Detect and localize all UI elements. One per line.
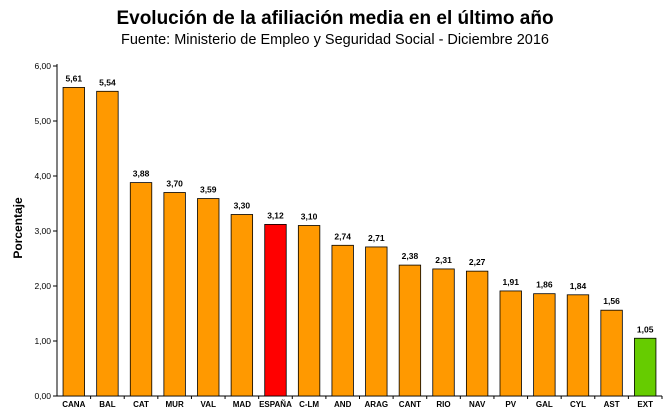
data-label: 2,38 bbox=[402, 251, 419, 261]
x-tick-label: CANT bbox=[399, 400, 421, 409]
x-tick-label: MAD bbox=[233, 400, 251, 409]
data-label: 2,31 bbox=[435, 255, 452, 265]
y-tick-label: 1,00 bbox=[34, 336, 51, 346]
data-label: 1,91 bbox=[502, 277, 519, 287]
bar-arag bbox=[365, 246, 388, 397]
bar-mur bbox=[163, 192, 186, 397]
bar-and bbox=[331, 244, 354, 397]
bar-ast bbox=[600, 309, 623, 397]
x-tick-label: AND bbox=[334, 400, 352, 409]
data-label: 3,12 bbox=[267, 210, 284, 220]
chart-title: Evolución de la afiliación media en el ú… bbox=[116, 8, 554, 29]
bar-val bbox=[197, 198, 220, 397]
chart-bars bbox=[62, 87, 657, 397]
data-label: 2,71 bbox=[368, 233, 385, 243]
x-tick-label: AST bbox=[604, 400, 620, 409]
chart-labels: 5,61 CANA 5,54 BAL 3,88 CAT 3,70 MUR 3,59 VAL 3,30… bbox=[62, 73, 653, 409]
data-label: 5,54 bbox=[99, 77, 116, 87]
x-tick-label: C-LM bbox=[299, 400, 319, 409]
bar-rio bbox=[432, 268, 455, 397]
x-tick-label: BAL bbox=[99, 400, 116, 409]
x-tick-label: GAL bbox=[536, 400, 553, 409]
data-label: 3,70 bbox=[166, 179, 183, 189]
y-tick-label: 0,00 bbox=[34, 391, 51, 401]
bar-cat bbox=[129, 182, 153, 397]
x-tick-label: CYL bbox=[570, 400, 586, 409]
bar-españa bbox=[264, 223, 287, 397]
bar-ext bbox=[634, 337, 657, 397]
y-tick-label: 6,00 bbox=[34, 61, 51, 71]
x-tick-label: CANA bbox=[62, 400, 85, 409]
data-label: 1,56 bbox=[603, 296, 620, 306]
x-tick-label: ESPAÑA bbox=[259, 400, 292, 409]
x-tick-label: ARAG bbox=[365, 400, 389, 409]
y-tick-label: 3,00 bbox=[34, 226, 51, 236]
bar-pv bbox=[499, 290, 522, 397]
bar-cant bbox=[398, 264, 422, 397]
y-tick-label: 5,00 bbox=[34, 116, 51, 126]
data-label: 3,30 bbox=[234, 201, 251, 211]
data-label: 5,61 bbox=[66, 73, 83, 83]
data-label: 1,84 bbox=[570, 281, 587, 291]
bar-bal bbox=[96, 90, 119, 397]
data-label: 3,10 bbox=[301, 212, 318, 222]
data-label: 2,27 bbox=[469, 257, 486, 267]
x-tick-label: RIO bbox=[436, 400, 450, 409]
bar-mad bbox=[230, 214, 254, 397]
data-label: 1,86 bbox=[536, 280, 553, 290]
data-label: 1,05 bbox=[637, 324, 654, 334]
bar-c-lm bbox=[297, 225, 321, 397]
x-tick-label: CAT bbox=[133, 400, 149, 409]
bar-cana bbox=[62, 87, 85, 397]
bar-nav bbox=[465, 270, 489, 397]
bar-cyl bbox=[566, 294, 590, 397]
bar-gal bbox=[533, 293, 556, 397]
x-tick-label: NAV bbox=[469, 400, 486, 409]
y-tick-label: 4,00 bbox=[34, 171, 51, 181]
chart-subtitle: Fuente: Ministerio de Empleo y Seguridad… bbox=[121, 32, 549, 48]
chart-axes: 0,00 1,00 2,00 3,00 4,00 5,00 6,00 bbox=[34, 61, 663, 401]
x-tick-label: MUR bbox=[166, 400, 184, 409]
x-tick-label: PV bbox=[505, 400, 516, 409]
x-tick-label: VAL bbox=[201, 400, 217, 409]
y-axis-label: Porcentaje bbox=[11, 197, 25, 259]
data-label: 3,59 bbox=[200, 185, 217, 195]
data-label: 3,88 bbox=[133, 169, 150, 179]
y-tick-label: 2,00 bbox=[34, 281, 51, 291]
x-tick-label: EXT bbox=[637, 400, 653, 409]
data-label: 2,74 bbox=[334, 231, 351, 241]
